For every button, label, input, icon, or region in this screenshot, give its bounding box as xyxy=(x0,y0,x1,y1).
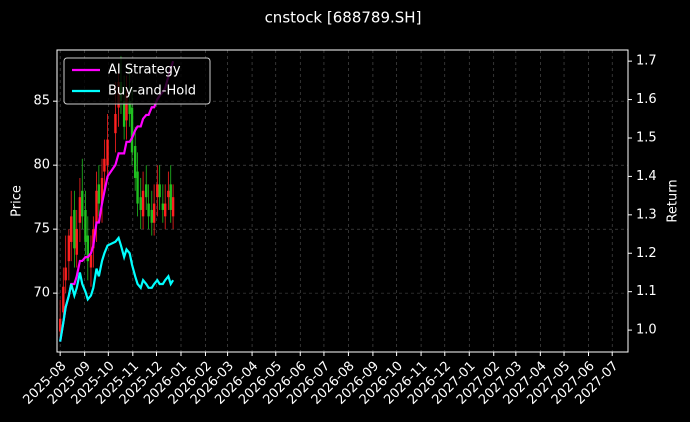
candle-body xyxy=(130,107,134,153)
y2-tick-label: 1.4 xyxy=(636,169,657,184)
candle-body xyxy=(81,190,84,217)
y-tick-label: 80 xyxy=(33,158,50,173)
chart-title: cnstock [688789.SH] xyxy=(265,9,422,27)
candle-body xyxy=(67,235,71,262)
candle-body xyxy=(150,209,153,223)
y2-tick-label: 1.6 xyxy=(636,92,657,107)
y-axis-label: Price xyxy=(10,185,25,217)
y2-axis-label: Return xyxy=(666,179,681,222)
candle-body xyxy=(100,177,104,204)
candle-body xyxy=(70,216,73,242)
candle-body xyxy=(58,318,62,332)
candle-body xyxy=(152,203,156,223)
y2-tick-label: 1.0 xyxy=(636,323,657,338)
candle-body xyxy=(75,229,78,255)
y2-tick-label: 1.7 xyxy=(636,54,657,69)
candle-body xyxy=(141,190,145,217)
candle-body xyxy=(145,184,148,198)
y2-tick-label: 1.3 xyxy=(636,207,657,222)
plot-frame xyxy=(56,49,629,353)
candle-body xyxy=(106,139,109,166)
legend-label: Buy-and-Hold xyxy=(108,84,196,99)
candle-body xyxy=(64,267,67,281)
candle-body xyxy=(128,101,131,114)
candle-body xyxy=(62,286,65,313)
candle-body xyxy=(84,209,87,242)
candle-body xyxy=(161,203,165,210)
candle-body xyxy=(139,197,142,210)
candle-body xyxy=(133,145,137,178)
candle-body xyxy=(167,190,170,198)
candle-body xyxy=(73,209,76,249)
candle-body xyxy=(147,203,150,217)
candle-body xyxy=(97,184,101,204)
candle-body xyxy=(78,197,82,223)
candle-body xyxy=(95,190,98,223)
legend-label: AI Strategy xyxy=(108,63,181,78)
candle-body xyxy=(136,171,139,204)
candle-body xyxy=(122,101,126,127)
candle-body xyxy=(156,184,159,198)
candle-body xyxy=(103,158,106,172)
legend-box xyxy=(63,57,211,105)
return-line xyxy=(59,235,175,342)
y2-tick-label: 1.5 xyxy=(636,130,657,145)
candle-body xyxy=(114,113,117,134)
candle-body xyxy=(125,94,128,121)
y-tick-label: 85 xyxy=(33,94,50,109)
candle-body xyxy=(171,197,175,217)
candle-body xyxy=(158,184,161,198)
candle-body xyxy=(169,184,172,210)
y-tick-label: 75 xyxy=(33,222,50,237)
candle-body xyxy=(163,203,167,217)
y2-tick-label: 1.1 xyxy=(636,284,657,299)
y-tick-label: 70 xyxy=(33,286,50,301)
y2-tick-label: 1.2 xyxy=(636,246,657,261)
candle-body xyxy=(86,235,90,262)
candle-body xyxy=(89,254,93,268)
